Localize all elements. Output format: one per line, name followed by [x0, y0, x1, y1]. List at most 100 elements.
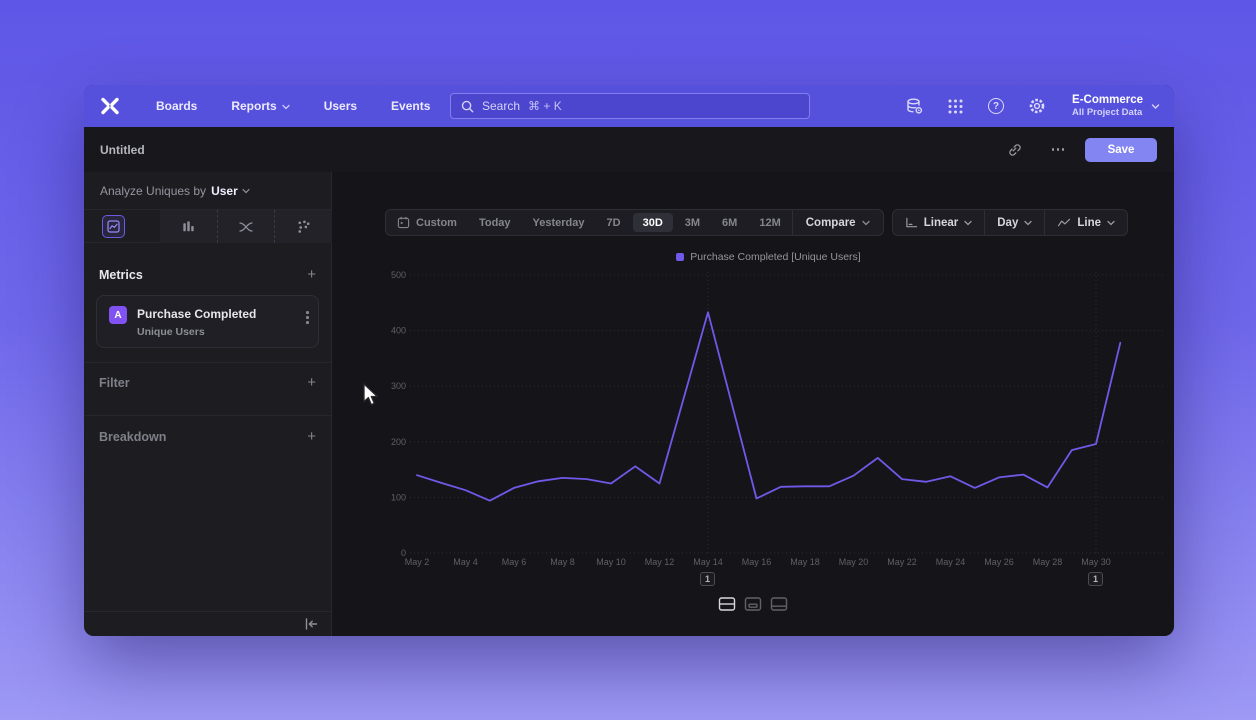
- nav-item-reports[interactable]: Reports: [221, 93, 299, 119]
- settings-gear-icon[interactable]: [1027, 96, 1047, 116]
- help-icon[interactable]: ?: [986, 96, 1006, 116]
- x-tick-label: May 10: [596, 557, 626, 567]
- nav-item-events[interactable]: Events: [381, 93, 440, 119]
- calendar-icon: [397, 216, 410, 229]
- tab-line-chart[interactable]: [102, 215, 125, 238]
- x-tick-label: May 26: [984, 557, 1014, 567]
- flow-icon: [239, 221, 253, 232]
- x-tick-label: May 20: [839, 557, 869, 567]
- scale-dropdown[interactable]: Linear: [893, 210, 985, 235]
- project-name: E-Commerce: [1072, 94, 1143, 106]
- search-placeholder: Search: [482, 99, 521, 113]
- report-title[interactable]: Untitled: [100, 142, 145, 157]
- search-input[interactable]: Search ⌘ + K: [450, 93, 810, 119]
- collapse-sidebar-icon[interactable]: [304, 618, 318, 630]
- range-button-7d[interactable]: 7D: [596, 210, 632, 235]
- chevron-down-icon: [242, 188, 250, 194]
- date-range-group: Custom Today Yesterday 7D 30D 3M 6M 12M: [386, 210, 792, 235]
- chevron-down-icon: [282, 104, 290, 110]
- divider: [84, 415, 331, 416]
- sidebar-footer: [84, 611, 331, 636]
- filter-section-header: Filter +: [84, 375, 331, 390]
- nav-item-users[interactable]: Users: [314, 93, 367, 119]
- view-toggle-split-icon[interactable]: [718, 597, 736, 611]
- y-tick-label: 0: [401, 548, 406, 558]
- x-tick-label: May 18: [790, 557, 820, 567]
- report-titlebar: Untitled Save: [84, 127, 1174, 172]
- chevron-down-icon: [861, 220, 870, 226]
- x-tick-label: May 28: [1033, 557, 1063, 567]
- interval-dropdown[interactable]: Day: [984, 210, 1044, 235]
- analyze-entity-dropdown[interactable]: User: [211, 184, 250, 198]
- view-toggle-chart-icon[interactable]: [744, 597, 762, 611]
- save-button[interactable]: Save: [1085, 137, 1157, 162]
- range-button-30d[interactable]: 30D: [632, 213, 673, 232]
- add-metric-button[interactable]: +: [307, 266, 316, 283]
- tab-scatter[interactable]: [274, 210, 332, 243]
- chevron-down-icon: [1151, 103, 1160, 110]
- metrics-section-header: Metrics +: [84, 267, 331, 282]
- chevron-down-icon: [964, 220, 972, 226]
- content-area: Analyze Uniques by User: [84, 172, 1174, 636]
- chart-type-dropdown[interactable]: Line: [1044, 210, 1127, 235]
- range-button-3m[interactable]: 3M: [674, 210, 711, 235]
- project-scope: All Project Data: [1072, 107, 1143, 118]
- project-selector[interactable]: E-Commerce All Project Data: [1072, 94, 1160, 118]
- chart-legend[interactable]: Purchase Completed [Unique Users]: [412, 251, 1125, 263]
- metric-menu-icon[interactable]: [306, 311, 309, 324]
- share-link-icon[interactable]: [1005, 141, 1023, 159]
- apps-grid-icon[interactable]: [945, 96, 965, 116]
- range-button-yesterday[interactable]: Yesterday: [522, 210, 596, 235]
- mixpanel-logo-icon: [101, 97, 119, 115]
- x-tick-label: May 16: [742, 557, 772, 567]
- scatter-icon: [298, 220, 310, 233]
- y-tick-label: 200: [391, 437, 406, 447]
- metric-series-badge: A: [109, 306, 127, 324]
- annotation-badge[interactable]: 1: [1088, 572, 1103, 586]
- chevron-down-icon: [1024, 220, 1033, 226]
- nav-items: Boards Reports Users Events: [146, 93, 440, 119]
- search-shortcut: ⌘ + K: [528, 99, 562, 113]
- app-window: Boards Reports Users Events Search ⌘ + K: [84, 85, 1174, 636]
- data-management-icon[interactable]: [904, 96, 924, 116]
- x-tick-label: May 22: [887, 557, 917, 567]
- x-tick-label: May 30: [1081, 557, 1111, 567]
- line-chart: 0 100 200 300 400 500 May 2 May 4 May 6 May 8 May …: [391, 270, 1165, 567]
- annotation-badge[interactable]: 1: [700, 572, 715, 586]
- more-options-icon[interactable]: [1049, 141, 1067, 159]
- chart-panel: Custom Today Yesterday 7D 30D 3M 6M 12M Compare…: [332, 172, 1174, 636]
- add-breakdown-button[interactable]: +: [307, 428, 316, 445]
- add-filter-button[interactable]: +: [307, 374, 316, 391]
- range-button-6m[interactable]: 6M: [711, 210, 748, 235]
- range-button-custom[interactable]: Custom: [386, 210, 468, 235]
- metric-card[interactable]: A Purchase Completed Unique Users: [96, 295, 319, 348]
- metric-measure[interactable]: Unique Users: [137, 326, 205, 338]
- range-button-12m[interactable]: 12M: [748, 210, 791, 235]
- x-tick-label: May 12: [645, 557, 675, 567]
- date-range-toolbar: Custom Today Yesterday 7D 30D 3M 6M 12M Compare: [385, 209, 884, 236]
- axis-icon: [906, 217, 917, 227]
- view-layout-toggles: [718, 597, 788, 611]
- x-tick-label: May 8: [550, 557, 575, 567]
- top-navbar: Boards Reports Users Events Search ⌘ + K: [84, 85, 1174, 127]
- line-chart-icon: [107, 220, 120, 233]
- legend-swatch: [676, 253, 685, 261]
- series-line[interactable]: [416, 311, 1122, 502]
- compare-button[interactable]: Compare: [791, 210, 883, 235]
- nav-item-boards[interactable]: Boards: [146, 93, 207, 119]
- range-button-today[interactable]: Today: [468, 210, 522, 235]
- query-sidebar: Analyze Uniques by User: [84, 172, 332, 636]
- chart-options-toolbar: Linear Day Line: [891, 209, 1128, 236]
- analyze-row: Analyze Uniques by User: [84, 172, 331, 210]
- view-toggle-table-icon[interactable]: [770, 597, 788, 611]
- chevron-down-icon: [1107, 220, 1115, 226]
- tab-flow[interactable]: [216, 210, 275, 243]
- filter-title: Filter: [99, 375, 130, 390]
- mixpanel-logo[interactable]: [98, 94, 122, 118]
- y-tick-label: 500: [391, 270, 406, 280]
- metric-name: Purchase Completed: [137, 307, 257, 321]
- y-tick-label: 100: [391, 492, 406, 502]
- tab-bar-chart[interactable]: [160, 210, 217, 243]
- bar-chart-icon: [183, 221, 194, 232]
